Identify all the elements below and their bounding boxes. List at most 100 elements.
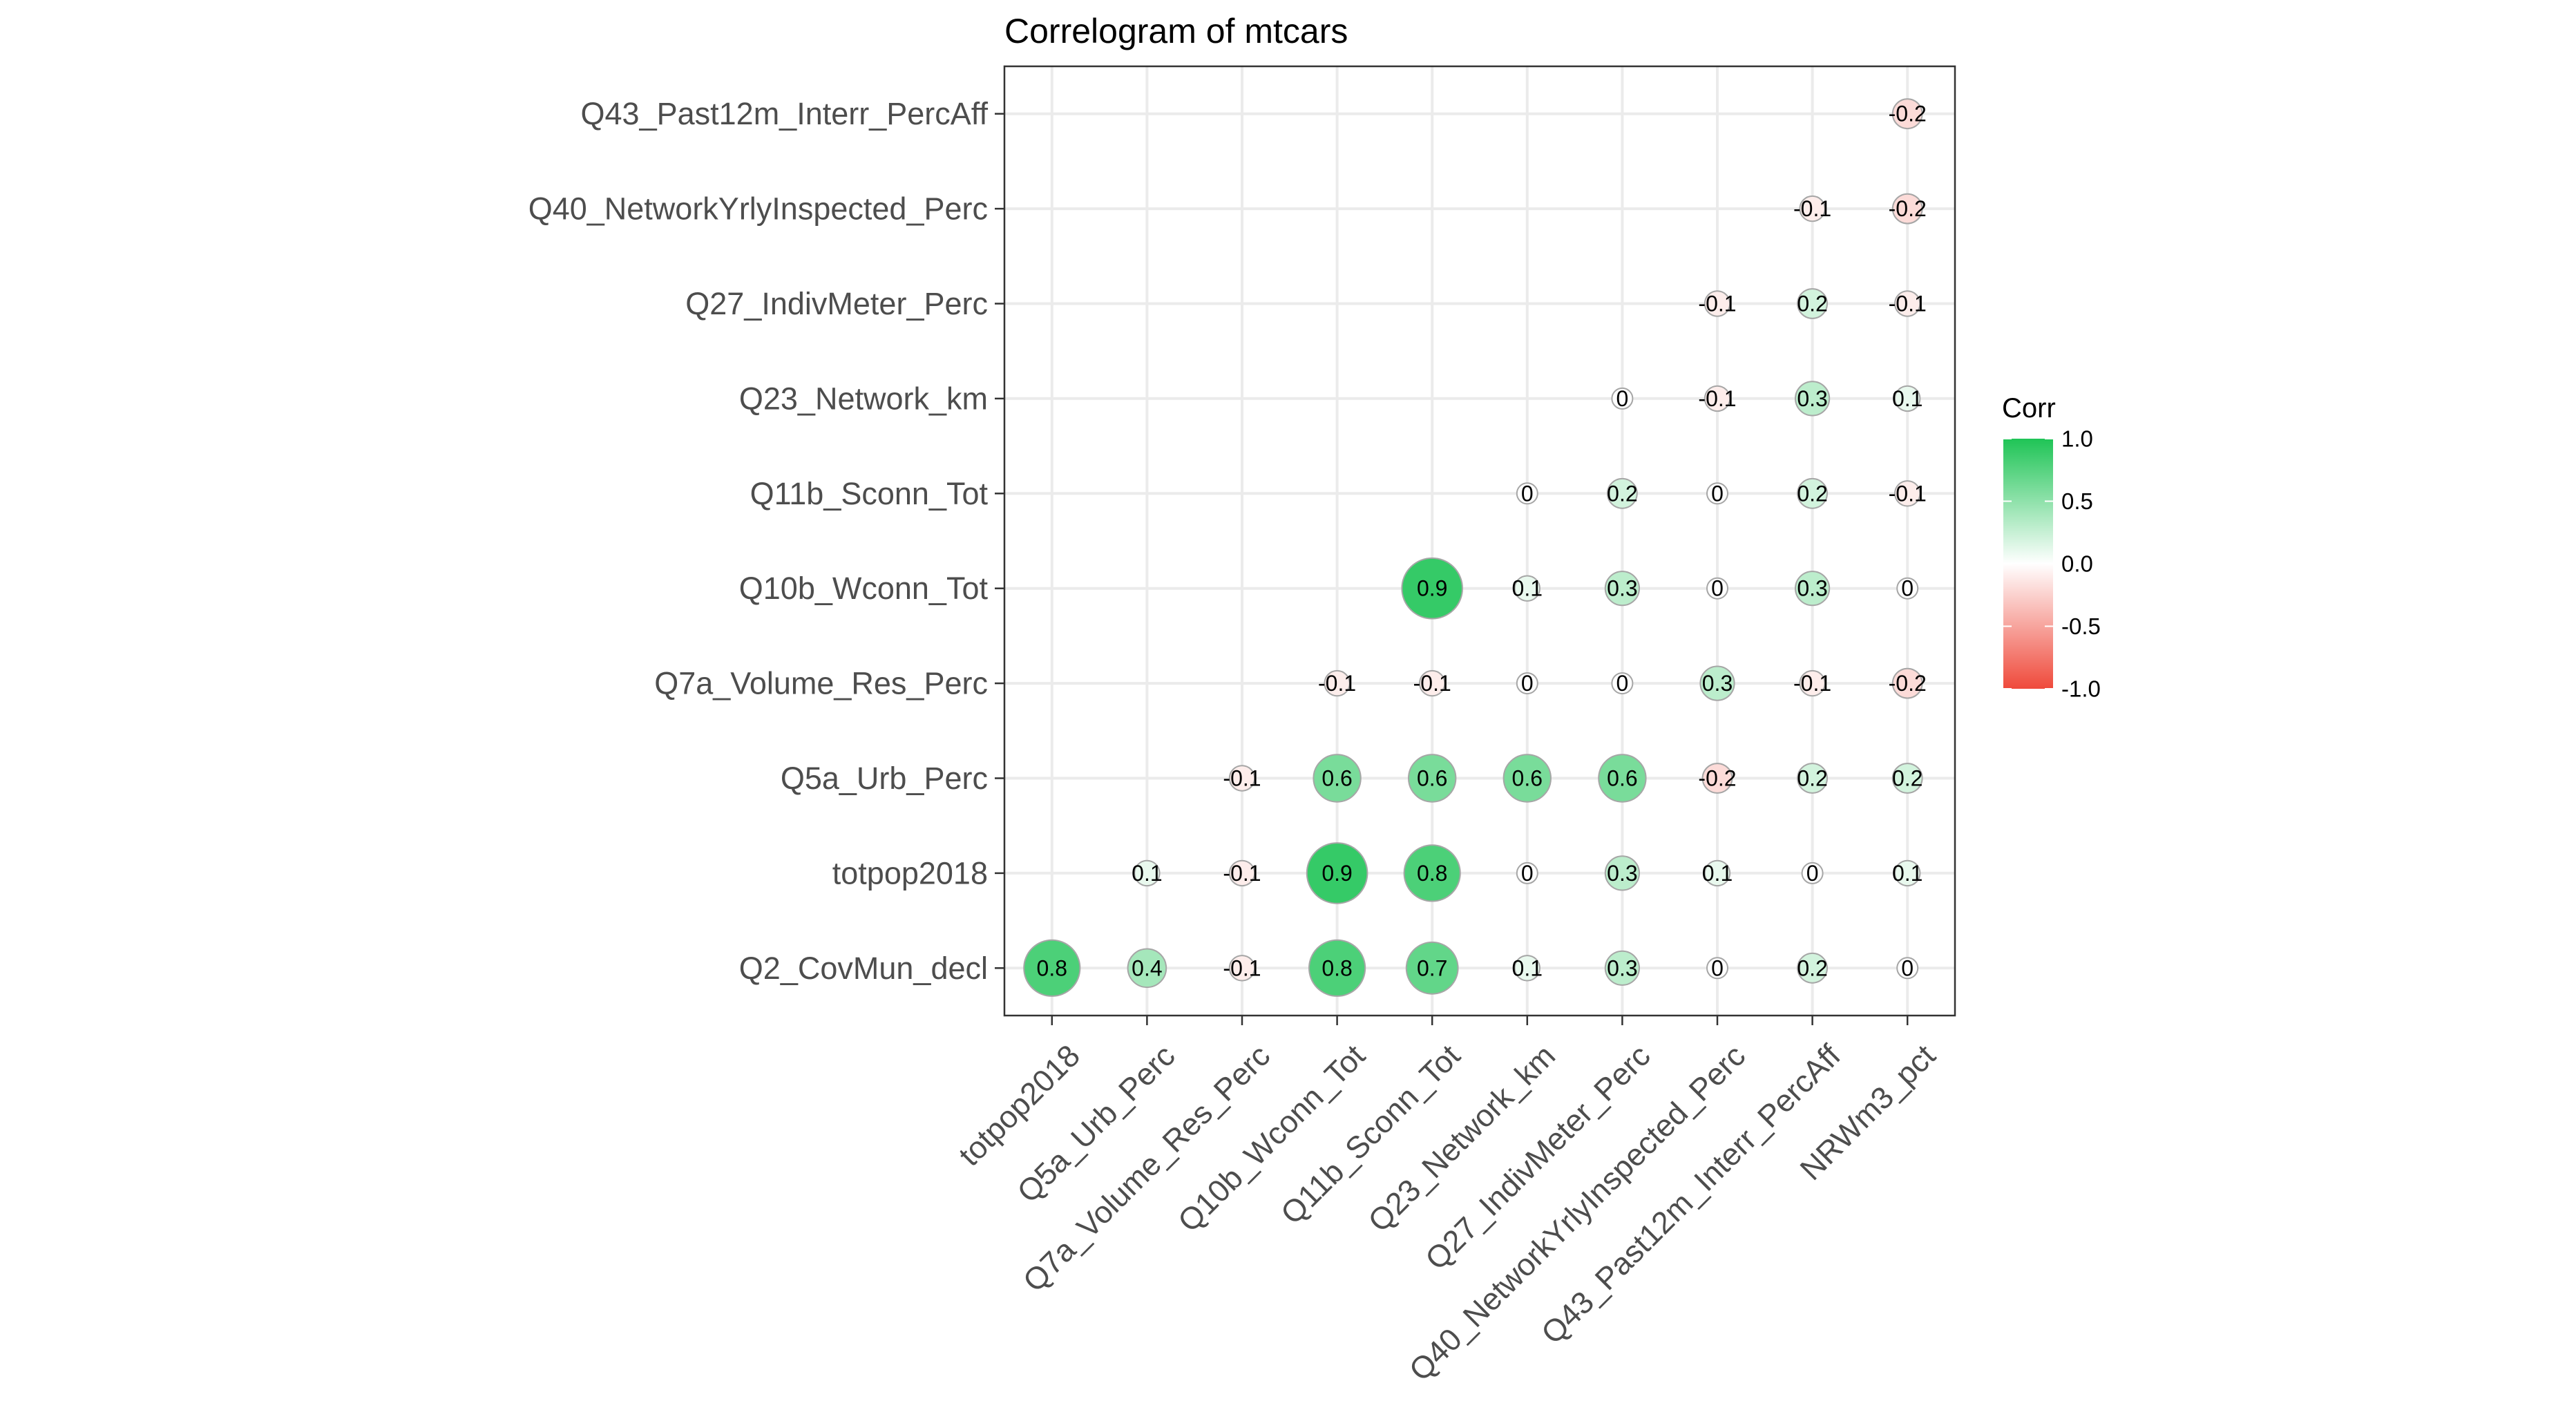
correlation-circle bbox=[1797, 288, 1829, 319]
correlation-value-label: 0.8 bbox=[1417, 861, 1447, 886]
correlation-value-label: 0.6 bbox=[1512, 766, 1543, 791]
correlation-circle bbox=[1894, 385, 1921, 412]
correlation-value-label: 0.2 bbox=[1797, 955, 1827, 980]
legend-tick-label: 0.0 bbox=[2061, 551, 2093, 577]
x-tick-label: Q11b_Sconn_Tot bbox=[1274, 1038, 1467, 1231]
correlation-value-label: -0.2 bbox=[1698, 766, 1736, 791]
correlation-circle bbox=[1896, 577, 1919, 600]
correlation-value-label: 0.1 bbox=[1512, 576, 1543, 601]
correlation-circle bbox=[1228, 859, 1256, 887]
y-tick-label: Q2_CovMun_decl bbox=[739, 951, 988, 986]
correlation-circle bbox=[1894, 480, 1921, 507]
correlation-circle bbox=[1408, 754, 1457, 803]
correlation-circle bbox=[1516, 482, 1538, 505]
correlation-circle bbox=[1604, 950, 1640, 986]
correlation-value-label: 0 bbox=[1711, 576, 1724, 601]
correlation-circle bbox=[1797, 763, 1829, 794]
correlation-circle bbox=[1706, 482, 1728, 505]
correlation-circle bbox=[1604, 571, 1640, 607]
correlation-circle bbox=[1516, 672, 1538, 695]
correlation-circle bbox=[1896, 957, 1919, 980]
correlation-circle bbox=[1405, 941, 1459, 995]
y-tick-label: Q10b_Wconn_Tot bbox=[739, 571, 989, 606]
legend-tick-label: 1.0 bbox=[2061, 426, 2093, 452]
correlation-circle bbox=[1306, 842, 1368, 904]
legend-tick-label: -0.5 bbox=[2061, 613, 2101, 639]
correlation-circle bbox=[1704, 290, 1731, 317]
correlation-value-label: 0.8 bbox=[1037, 955, 1067, 980]
correlation-circle bbox=[1228, 765, 1256, 792]
correlation-value-label: 0.3 bbox=[1797, 386, 1827, 411]
correlation-value-label: 0.8 bbox=[1322, 955, 1352, 980]
correlation-value-label: -0.1 bbox=[1413, 671, 1451, 696]
correlation-value-label: 0 bbox=[1521, 481, 1534, 506]
correlation-circle bbox=[1894, 859, 1921, 887]
correlation-circle bbox=[1514, 955, 1541, 982]
correlation-circle bbox=[1891, 193, 1923, 225]
correlation-value-label: 0.1 bbox=[1892, 386, 1923, 411]
panel-background bbox=[1004, 66, 1955, 1016]
correlation-circle bbox=[1891, 98, 1923, 130]
correlation-value-label: 0 bbox=[1901, 955, 1914, 980]
correlation-value-label: 0.7 bbox=[1417, 955, 1447, 980]
correlation-value-label: 0 bbox=[1901, 576, 1914, 601]
correlation-circle bbox=[1611, 387, 1634, 410]
y-tick-label: totpop2018 bbox=[832, 855, 988, 891]
correlation-value-label: 0.1 bbox=[1702, 861, 1733, 886]
correlation-circle bbox=[1401, 557, 1463, 620]
correlation-circle bbox=[1308, 939, 1366, 997]
correlation-value-label: -0.2 bbox=[1889, 102, 1927, 126]
correlation-value-label: 0 bbox=[1616, 671, 1629, 696]
correlation-value-label: 0.6 bbox=[1322, 766, 1352, 791]
correlation-value-label: -0.1 bbox=[1223, 861, 1261, 886]
correlation-value-label: 0 bbox=[1616, 386, 1629, 411]
correlation-value-label: -0.1 bbox=[1223, 766, 1261, 791]
correlation-circle bbox=[1514, 575, 1541, 602]
correlation-value-label: 0 bbox=[1711, 481, 1724, 506]
correlation-value-label: 0 bbox=[1711, 955, 1724, 980]
y-tick-label: Q11b_Sconn_Tot bbox=[750, 476, 989, 511]
correlation-circle bbox=[1023, 939, 1081, 997]
y-tick-label: Q5a_Urb_Perc bbox=[781, 761, 988, 796]
correlation-value-label: 0.1 bbox=[1512, 955, 1543, 980]
correlation-circle bbox=[1127, 948, 1167, 989]
correlation-value-label: 0.1 bbox=[1892, 861, 1923, 886]
correlation-circle bbox=[1801, 861, 1824, 884]
correlation-value-label: 0.2 bbox=[1797, 481, 1827, 506]
correlation-circle bbox=[1799, 195, 1826, 222]
correlation-value-label: 0.3 bbox=[1702, 671, 1733, 696]
correlation-circle bbox=[1502, 754, 1552, 803]
correlation-value-label: 0.2 bbox=[1892, 766, 1923, 791]
y-tick-label: Q43_Past12m_Interr_PercAff bbox=[581, 96, 989, 131]
correlation-value-label: -0.2 bbox=[1889, 671, 1927, 696]
panel-border bbox=[1003, 65, 1956, 1017]
y-tick-label: Q7a_Volume_Res_Perc bbox=[654, 666, 988, 701]
correlation-value-label: 0.3 bbox=[1607, 955, 1637, 980]
correlation-circle bbox=[1704, 859, 1731, 887]
correlation-cells: 0.8 0.4 -0.1 0.8 0.7 0.1 0.3 0 0.2 0 0.1 -0.1 0.9 0.8… bbox=[1023, 98, 1927, 997]
correlation-value-label: 0.1 bbox=[1132, 861, 1162, 886]
correlation-circle bbox=[1419, 669, 1446, 697]
correlation-value-label: -0.2 bbox=[1889, 196, 1927, 221]
correlation-value-label: 0 bbox=[1521, 861, 1534, 886]
correlation-circle bbox=[1795, 571, 1831, 607]
correlation-value-label: -0.1 bbox=[1223, 955, 1261, 980]
correlation-circle bbox=[1704, 385, 1731, 412]
correlation-value-label: 0.3 bbox=[1607, 576, 1637, 601]
correlation-circle bbox=[1706, 957, 1728, 980]
correlation-circle bbox=[1891, 763, 1923, 794]
correlation-value-label: -0.1 bbox=[1889, 292, 1927, 316]
correlation-circle bbox=[1701, 763, 1733, 794]
correlation-value-label: 0.9 bbox=[1417, 576, 1447, 601]
plot-panel bbox=[1003, 65, 1956, 1017]
correlation-circle bbox=[1324, 669, 1351, 697]
correlation-circle bbox=[1403, 844, 1461, 902]
correlation-circle bbox=[1894, 290, 1921, 317]
legend: Corr 1.0 0.5 0.0 -0.5 -1.0 bbox=[2002, 393, 2101, 702]
correlation-value-label: -0.1 bbox=[1318, 671, 1356, 696]
correlation-value-label: -0.1 bbox=[1793, 196, 1831, 221]
correlation-value-label: 0.3 bbox=[1607, 861, 1637, 886]
correlation-value-label: 0.2 bbox=[1797, 292, 1827, 316]
correlation-value-label: 0.6 bbox=[1417, 766, 1447, 791]
